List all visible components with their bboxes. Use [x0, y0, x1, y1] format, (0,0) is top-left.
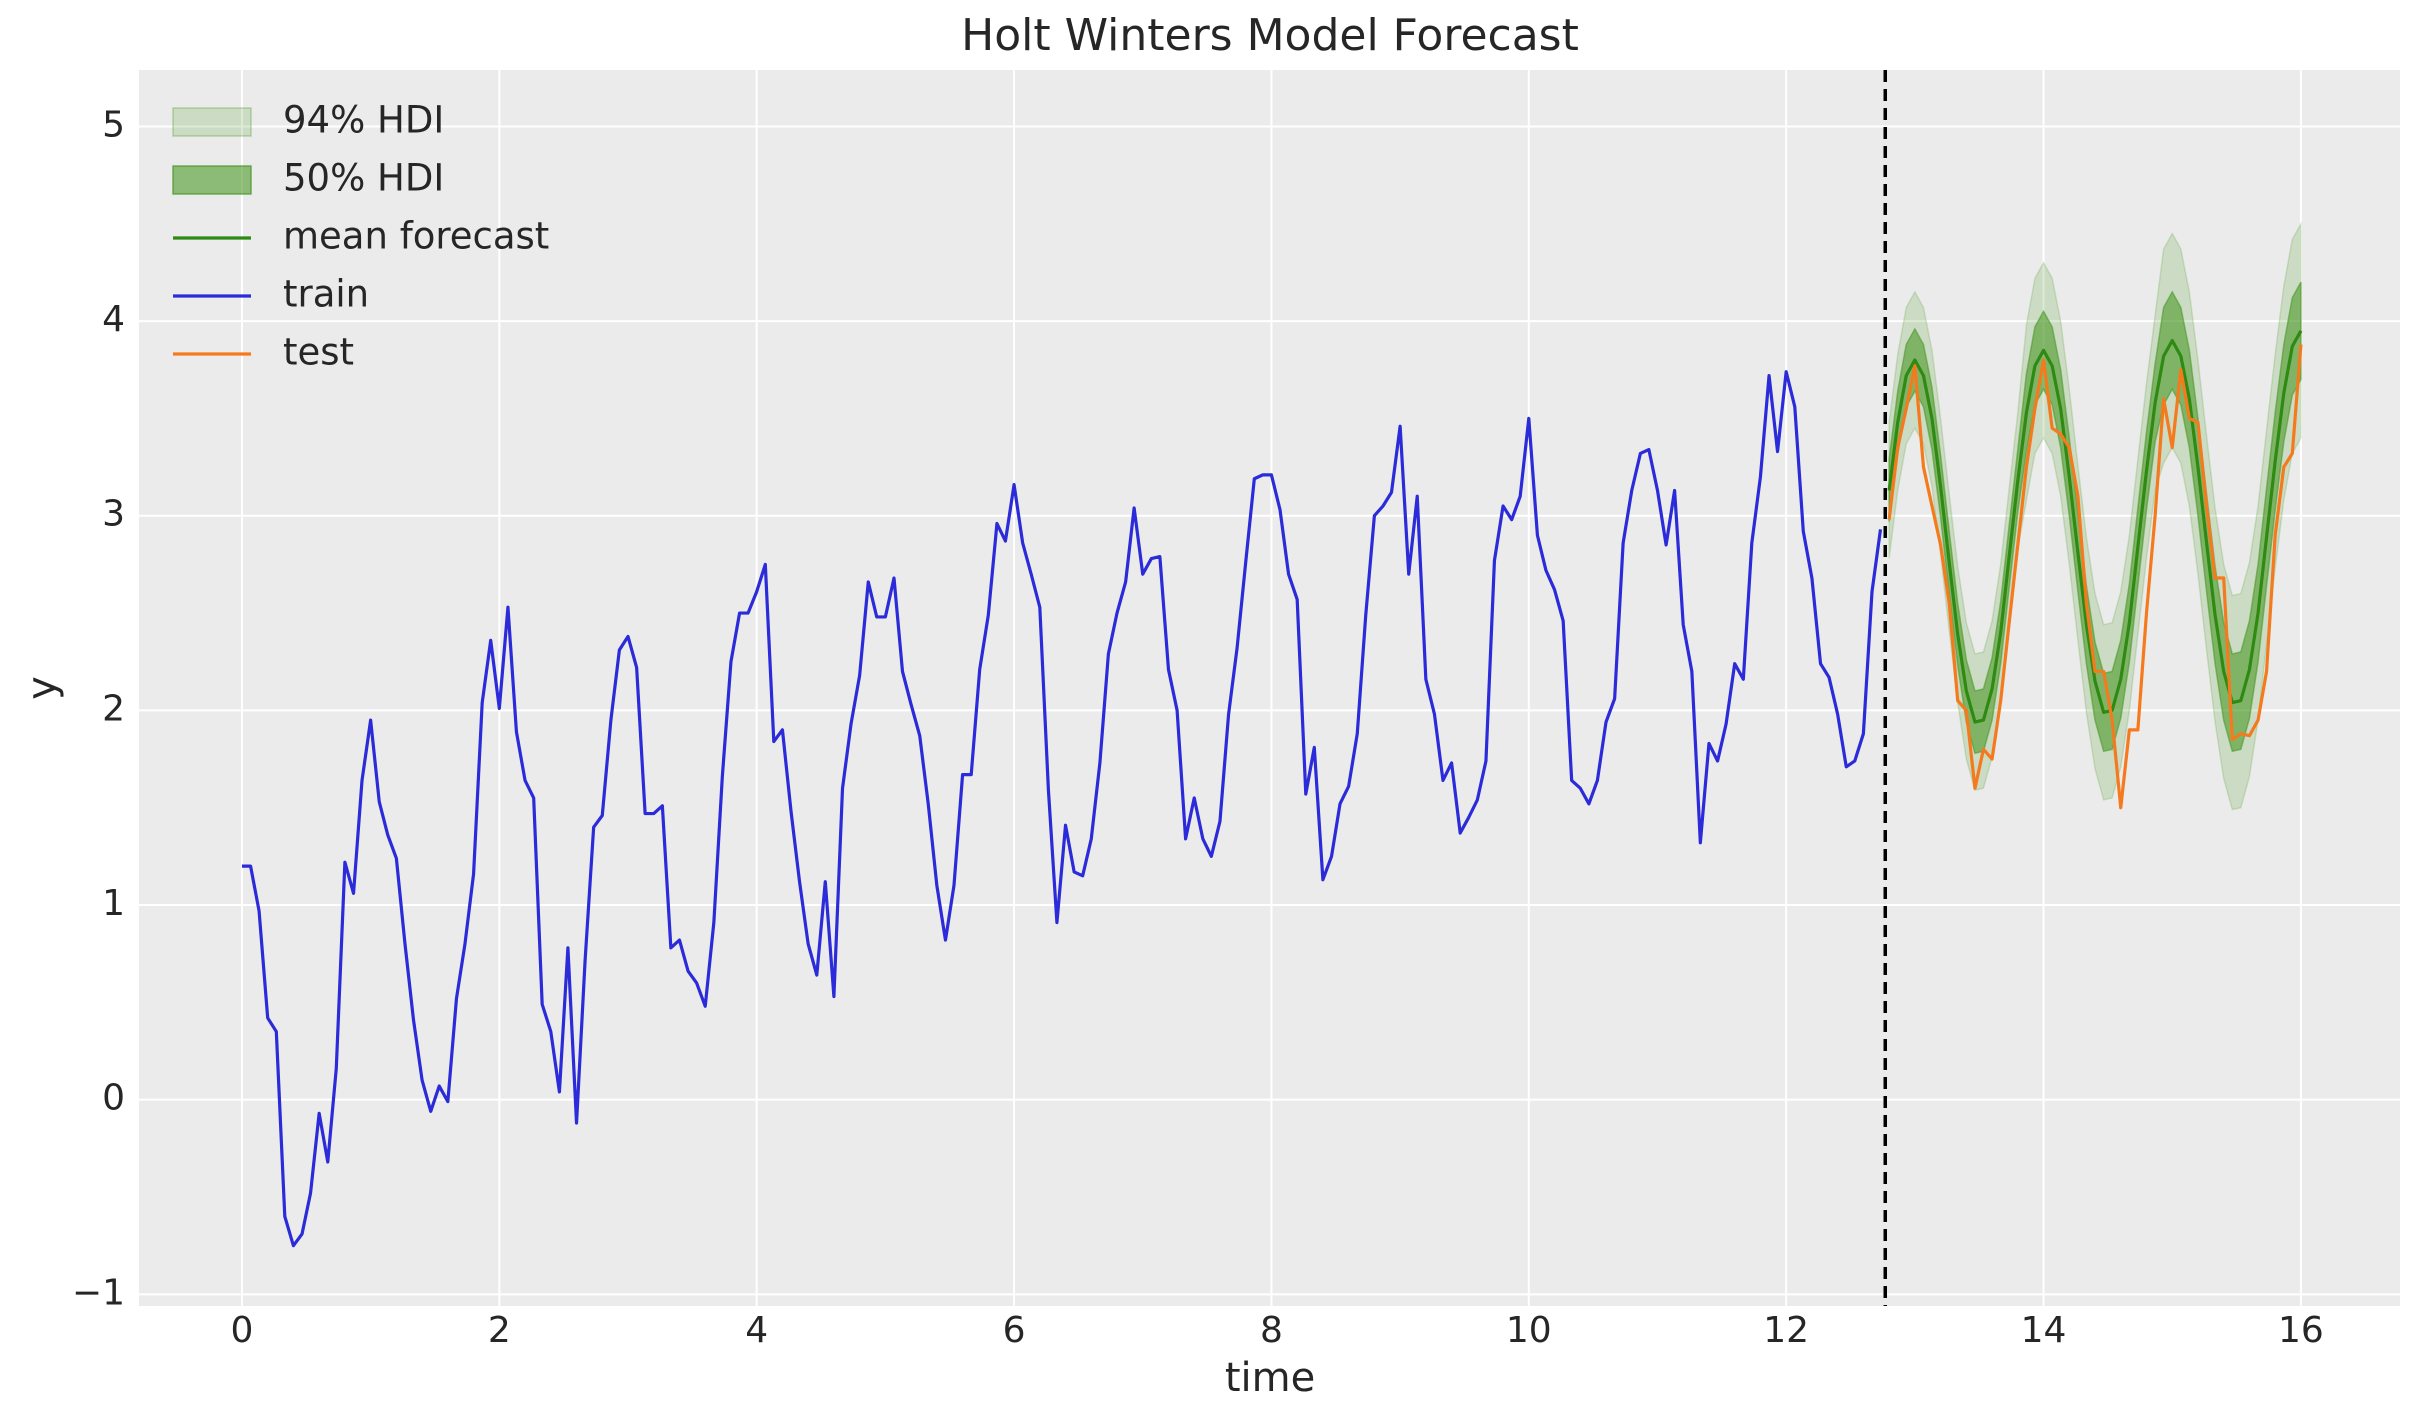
series-line — [1887, 344, 2303, 810]
legend-label: 50% HDI — [283, 157, 444, 200]
plot-area — [241, 220, 2303, 1248]
x-tick-label: 12 — [1763, 1310, 1809, 1351]
legend-label: train — [283, 273, 369, 316]
x-tick-label: 14 — [2021, 1310, 2067, 1351]
y-tick-label: 4 — [102, 299, 125, 340]
legend-swatch — [172, 165, 252, 195]
x-tick-label: 8 — [1260, 1310, 1283, 1351]
mean-forecast-line — [1887, 330, 2303, 724]
chart-title: Holt Winters Model Forecast — [961, 10, 1579, 61]
y-tick-label: −1 — [72, 1272, 125, 1313]
x-tick-label: 10 — [1506, 1310, 1552, 1351]
series-line — [241, 370, 1883, 1248]
legend-label: 94% HDI — [283, 99, 444, 142]
y-tick-label: 5 — [102, 104, 125, 145]
x-tick-label: 2 — [488, 1310, 511, 1351]
x-tick-label: 6 — [1003, 1310, 1026, 1351]
legend-swatch — [172, 107, 252, 137]
legend-label: test — [283, 331, 354, 374]
x-tick-label: 0 — [230, 1310, 253, 1351]
y-tick-label: 0 — [102, 1078, 125, 1119]
legend: 94% HDI 50% HDI mean forecast train test — [172, 99, 549, 374]
legend-label: mean forecast — [283, 215, 549, 258]
y-tick-label: 1 — [102, 883, 125, 924]
x-tick-label: 4 — [745, 1310, 768, 1351]
x-axis-label: time — [1225, 1355, 1315, 1401]
x-tick-label: 16 — [2278, 1310, 2324, 1351]
y-tick-label: 3 — [102, 494, 125, 535]
y-tick-label: 2 — [102, 688, 125, 729]
y-axis-label: y — [19, 676, 65, 700]
